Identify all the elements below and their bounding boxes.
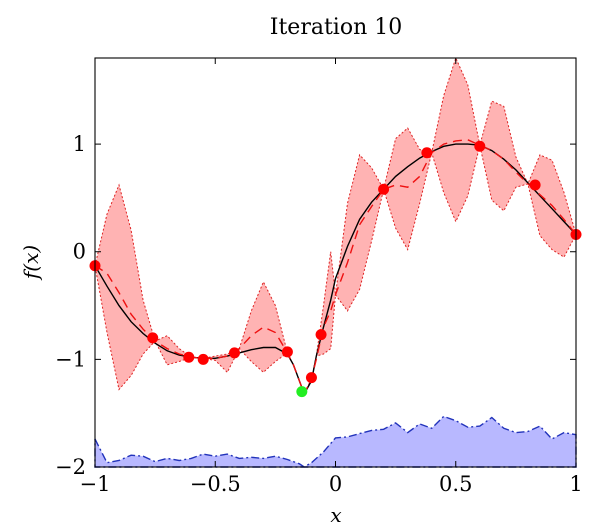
- x-tick-label: 0: [329, 472, 342, 496]
- chart-title: Iteration 10: [270, 15, 402, 40]
- observation-point: [281, 346, 293, 358]
- y-tick-label: 1: [73, 132, 86, 156]
- observation-point: [474, 140, 486, 152]
- observation-point: [147, 332, 159, 344]
- observation-point: [421, 147, 433, 159]
- observation-point: [529, 179, 541, 191]
- y-tick-label: −1: [55, 347, 86, 371]
- y-tick-label: 0: [73, 240, 86, 264]
- observations: [89, 140, 582, 384]
- y-tick-label: −2: [55, 455, 86, 479]
- x-tick-label: 1: [569, 472, 582, 496]
- x-axis: −1 −0.5 0 0.5 1: [80, 58, 583, 496]
- best-point-group: [296, 386, 308, 398]
- observation-point: [183, 351, 195, 363]
- x-axis-label: x: [330, 503, 341, 527]
- acquisition-area: [94, 415, 577, 468]
- plot-area: [89, 56, 582, 468]
- observation-point: [305, 372, 317, 384]
- y-axis: −2 −1 0 1: [55, 132, 576, 479]
- x-tick-label: −0.5: [190, 472, 241, 496]
- observation-point: [228, 347, 240, 359]
- best-point: [296, 386, 308, 398]
- confidence-band: [94, 56, 577, 396]
- posterior-mean-line: [94, 139, 577, 396]
- observation-point: [197, 353, 209, 365]
- x-tick-label: 0.5: [439, 472, 472, 496]
- observation-point: [315, 329, 327, 341]
- x-tick-label: −1: [80, 472, 111, 496]
- observation-point: [378, 183, 390, 195]
- y-axis-label: f(x): [19, 245, 43, 281]
